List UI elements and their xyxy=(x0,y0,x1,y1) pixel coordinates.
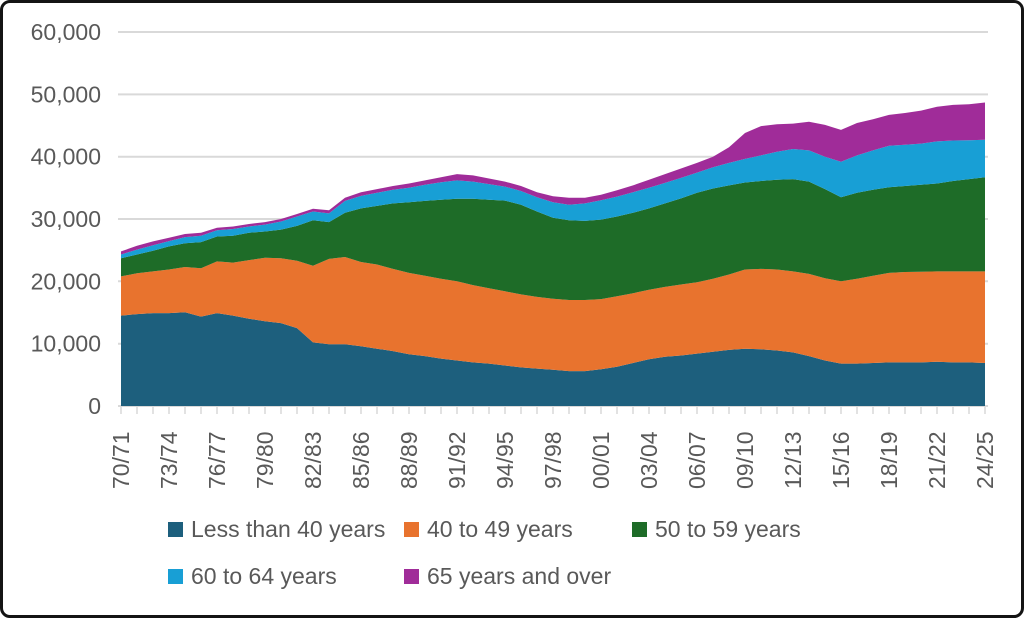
y-tick-label: 40,000 xyxy=(31,144,101,170)
x-tick-label: 03/04 xyxy=(636,431,662,489)
x-tick-label: 70/71 xyxy=(108,431,134,489)
legend-swatch-50-to-59-years xyxy=(632,522,647,537)
x-tick-label: 76/77 xyxy=(204,431,230,489)
legend-item-65-years-and-over: 65 years and over xyxy=(404,563,611,590)
legend-item-50-to-59-years: 50 to 59 years xyxy=(632,516,801,543)
y-tick-label: 10,000 xyxy=(31,331,101,357)
x-tick-label: 79/80 xyxy=(252,431,278,489)
y-tick-label: 0 xyxy=(88,393,101,419)
legend-label-50-to-59-years: 50 to 59 years xyxy=(655,516,801,542)
x-tick-label: 09/10 xyxy=(732,431,758,489)
x-tick-label: 73/74 xyxy=(156,431,182,489)
legend-label-40-to-49-years: 40 to 49 years xyxy=(427,516,573,542)
x-tick-label: 06/07 xyxy=(684,431,710,489)
x-tick-label: 21/22 xyxy=(924,431,950,489)
legend-swatch-60-to-64-years xyxy=(168,569,183,584)
x-tick-label: 91/92 xyxy=(444,431,470,489)
area-series-0 xyxy=(121,312,985,406)
legend-swatch-65-years-and-over xyxy=(404,569,419,584)
y-tick-label: 60,000 xyxy=(31,19,101,45)
x-tick-label: 24/25 xyxy=(972,431,998,489)
y-tick-label: 30,000 xyxy=(31,206,101,232)
area-series-1 xyxy=(121,257,985,372)
legend-label-less-than-40-years: Less than 40 years xyxy=(191,516,386,542)
legend-label-60-to-64-years: 60 to 64 years xyxy=(191,563,337,589)
legend-item-60-to-64-years: 60 to 64 years xyxy=(168,563,337,590)
x-tick-label: 15/16 xyxy=(828,431,854,489)
x-tick-label: 12/13 xyxy=(780,431,806,489)
x-tick-label: 94/95 xyxy=(492,431,518,489)
x-tick-label: 82/83 xyxy=(300,431,326,489)
area-series-4 xyxy=(121,102,985,255)
legend-label-65-years-and-over: 65 years and over xyxy=(427,563,612,589)
legend-item-40-to-49-years: 40 to 49 years xyxy=(404,516,573,543)
legend-swatch-less-than-40-years xyxy=(168,522,183,537)
x-tick-label: 18/19 xyxy=(876,431,902,489)
x-tick-label: 00/01 xyxy=(588,431,614,489)
legend-item-less-than-40-years: Less than 40 years xyxy=(168,516,385,543)
x-tick-label: 85/86 xyxy=(348,431,374,489)
y-tick-label: 50,000 xyxy=(31,81,101,107)
area-series-2 xyxy=(121,177,985,300)
y-tick-label: 20,000 xyxy=(31,268,101,294)
legend-swatch-40-to-49-years xyxy=(404,522,419,537)
area-series-3 xyxy=(121,139,985,259)
x-tick-label: 97/98 xyxy=(540,431,566,489)
x-tick-label: 88/89 xyxy=(396,431,422,489)
